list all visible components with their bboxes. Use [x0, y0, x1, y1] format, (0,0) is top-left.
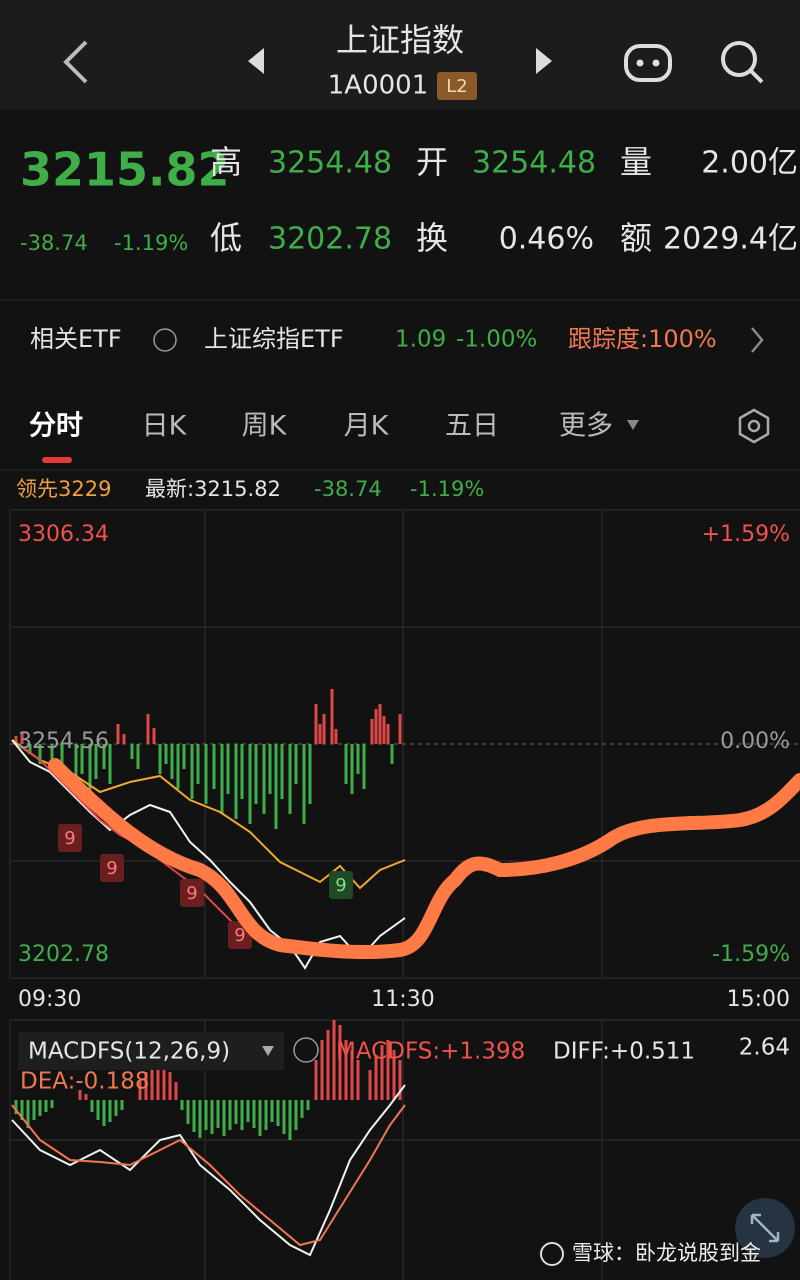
- high: 3254.48: [268, 146, 392, 181]
- marker: 9: [186, 883, 197, 904]
- search-icon: [721, 41, 757, 77]
- marker: 9: [234, 925, 245, 946]
- settings-icon: [747, 419, 761, 433]
- volume: 2.00亿: [701, 146, 798, 181]
- marker: 9: [64, 828, 75, 849]
- scale: 2.64: [739, 1035, 790, 1061]
- marker-bg: [100, 854, 124, 882]
- label: 开: [416, 143, 448, 181]
- marker-bg: [180, 879, 204, 907]
- low: 3202.78: [268, 222, 392, 257]
- marker: 9: [106, 858, 117, 879]
- markers: 9 9 9 9 9: [58, 824, 353, 949]
- settings-button[interactable]: [738, 408, 770, 444]
- pct-mid: 0.00%: [720, 729, 790, 754]
- top-bar: [0, 0, 800, 110]
- badge: L2: [446, 76, 467, 97]
- page-title: 上证指数: [336, 21, 464, 59]
- expand-icon: [750, 1213, 780, 1243]
- time-label: 11:30: [371, 987, 434, 1012]
- body-bg: [0, 110, 800, 1280]
- tab-indicator: [42, 457, 72, 463]
- time-label: 15:00: [727, 987, 790, 1012]
- tab[interactable]: 月K: [344, 411, 390, 442]
- y-bottom: 3202.78: [18, 942, 109, 967]
- info-change: -38.74: [314, 477, 382, 501]
- change-pct: -1.19%: [114, 231, 188, 255]
- etf-price: 1.09: [395, 327, 446, 353]
- watermark: 雪球：卧龙说股到金: [572, 1241, 761, 1265]
- amount: 2029.4亿: [663, 222, 798, 257]
- volume-bars-up: [14, 689, 402, 744]
- etf-tracking: 跟踪度:100%: [568, 325, 717, 353]
- grid: [9, 509, 800, 1280]
- macd-bars-up: [78, 1020, 402, 1100]
- dropdown-arrow: [262, 1046, 274, 1056]
- prev-button[interactable]: [248, 48, 264, 74]
- macdfs: MACDFS:+1.398: [336, 1039, 525, 1065]
- tab[interactable]: 更多: [559, 411, 613, 442]
- search-button[interactable]: [721, 41, 764, 84]
- next-button[interactable]: [536, 48, 552, 74]
- label: 换: [416, 219, 448, 257]
- turnover: 0.46%: [499, 222, 594, 257]
- marker-bg: [58, 824, 82, 852]
- y-top: 3306.34: [18, 522, 109, 547]
- price: 3215.82: [20, 143, 230, 197]
- open: 3254.48: [472, 146, 596, 181]
- dropdown-arrow: [627, 420, 639, 430]
- label: 量: [620, 143, 652, 181]
- etf-name: 上证综指ETF: [204, 325, 344, 353]
- robot-eye: [636, 59, 644, 67]
- stock-code: 1A0001: [328, 71, 429, 101]
- diff-line: [11, 1084, 406, 1257]
- back-button[interactable]: [63, 40, 88, 84]
- search-icon: [749, 69, 764, 84]
- lead: 领先3229: [16, 477, 111, 501]
- time-label: 09:30: [18, 987, 81, 1012]
- watermark-logo: [540, 1242, 564, 1266]
- robot-icon: [624, 44, 672, 82]
- indicator-name: MACDFS(12,26,9): [28, 1039, 230, 1065]
- etf-row[interactable]: 相关ETF 上证综指ETF 1.09 -1.00% 跟踪度:100%: [30, 325, 764, 353]
- dea-line: [11, 1104, 406, 1247]
- marker-bg: [329, 871, 353, 899]
- annotation-stroke: [48, 758, 800, 960]
- tab[interactable]: 日K: [142, 411, 188, 442]
- label: 高: [210, 143, 242, 181]
- robot-button[interactable]: [624, 44, 672, 82]
- robot-eye: [652, 59, 660, 67]
- help-icon[interactable]: [293, 1037, 319, 1063]
- pct-top: +1.59%: [702, 522, 790, 547]
- selector-bg: [18, 1032, 284, 1070]
- label: 额: [620, 219, 652, 257]
- price-line: [11, 739, 406, 970]
- diff: DIFF:+0.511: [553, 1039, 695, 1065]
- label: 低: [210, 219, 242, 257]
- y-mid: 3254.56: [18, 729, 109, 754]
- chevron: [751, 327, 764, 353]
- volume-bars-down: [28, 744, 394, 829]
- dea: DEA:-0.188: [20, 1069, 149, 1095]
- change: -38.74: [20, 231, 88, 255]
- tab[interactable]: 分时: [29, 411, 83, 442]
- tab[interactable]: 周K: [242, 411, 288, 442]
- tab[interactable]: 五日: [445, 411, 499, 442]
- latest: 最新:3215.82: [145, 477, 281, 501]
- macd-bars-down: [14, 1100, 310, 1140]
- pct-bottom: -1.59%: [712, 942, 790, 967]
- marker: 9: [335, 875, 346, 896]
- indicator-selector[interactable]: MACDFS(12,26,9): [18, 1032, 284, 1070]
- badge-bg: [437, 72, 477, 100]
- help-icon: [153, 328, 177, 352]
- tabs: 分时 日K 周K 月K 五日 更多: [29, 411, 613, 442]
- info-change-pct: -1.19%: [410, 477, 484, 501]
- etf-label: 相关ETF: [30, 325, 122, 353]
- etf-change: -1.00%: [456, 327, 537, 353]
